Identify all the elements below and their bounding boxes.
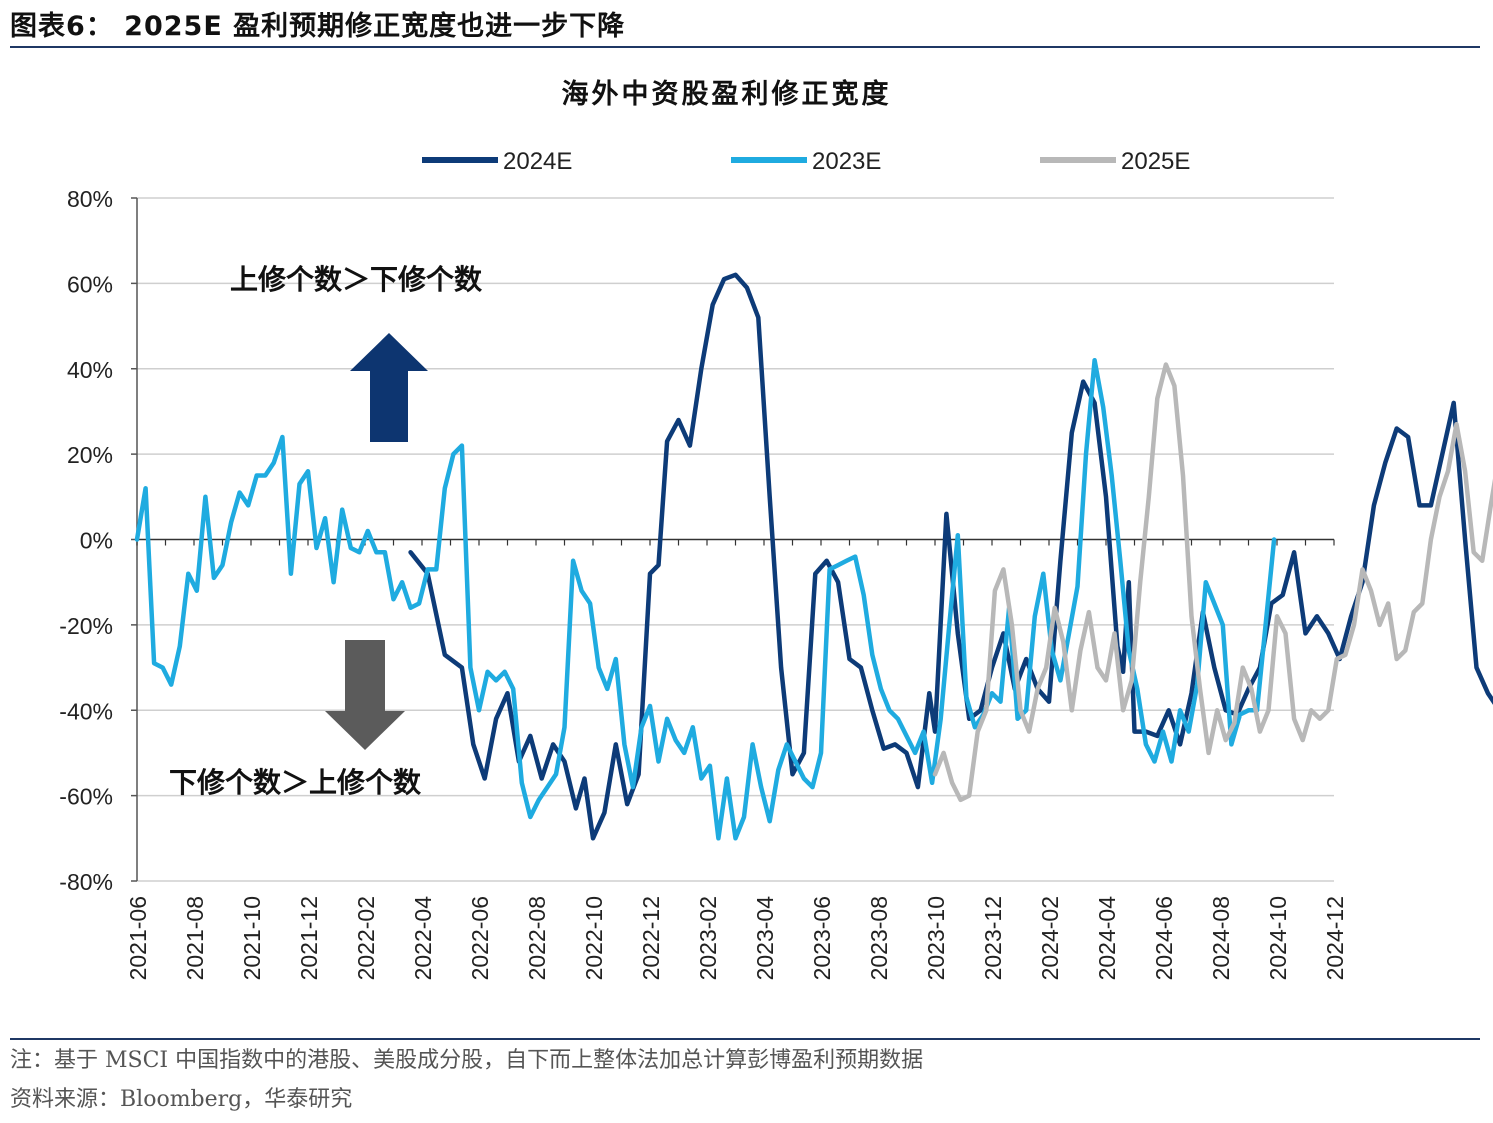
x-tick-label: 2022-02 [353,896,379,980]
x-tick-label: 2023-08 [866,896,892,980]
footer: 注：基于 MSCI 中国指数中的港股、美股成分股，自下而上整体法加总计算彭博盈利… [10,1038,1480,1118]
line-chart: 80% 60% 40% 20% 0% -20% -40% -60% -80% 2021-06 202… [59,148,1493,981]
x-tick-label: 2023-04 [752,896,778,981]
x-tick-label: 2024-06 [1151,896,1177,980]
x-tick-label: 2024-08 [1208,896,1234,980]
y-tick-label: 60% [67,271,113,297]
series-line-2024e [408,272,1493,841]
legend-label: 2024E [503,148,572,175]
y-tick-label: 80% [67,186,113,212]
annotation-label-down: 下修个数＞上修个数 [169,766,422,799]
down-arrow-icon [325,640,405,750]
y-tick-label: 20% [67,442,113,468]
y-tick-label: -20% [59,613,113,639]
x-tick-label: 2023-02 [695,896,721,980]
x-tick-label: 2024-02 [1037,896,1063,980]
x-tick-label: 2021-08 [182,896,208,980]
x-tick-label: 2022-10 [581,896,607,980]
x-tick-label: 2022-06 [467,896,493,980]
y-tick-label: -80% [59,869,113,895]
series-line-2023e [134,357,1277,841]
x-tick-label: 2021-06 [125,896,151,980]
y-tick-label: -40% [59,698,113,724]
x-tick-label: 2024-10 [1265,896,1291,980]
x-tick-label: 2023-12 [980,896,1006,980]
x-tick-label: 2022-08 [524,896,550,980]
chart-title: 海外中资股盈利修正宽度 [561,79,892,110]
x-tick-label: 2021-10 [239,896,265,980]
x-tick-label: 2022-12 [638,896,664,980]
source-text: 资料来源：Bloomberg，华泰研究 [10,1087,353,1112]
x-tick-label: 2023-06 [809,896,835,980]
legend-label: 2025E [1121,148,1190,175]
y-tick-label: 0% [80,528,113,554]
x-tick-label: 2022-04 [410,896,436,981]
y-tick-label: 40% [67,357,113,383]
up-arrow-icon [350,333,428,442]
x-tick-label: 2024-12 [1322,896,1348,980]
figure-header: 图表6： 2025E 盈利预期修正宽度也进一步下降 [10,8,1480,48]
series-line-2025e [932,362,1493,803]
x-tick-label: 2024-04 [1094,896,1120,981]
figure-label: 图表6： 2025E 盈利预期修正宽度也进一步下降 [10,11,626,42]
x-tick-label: 2023-10 [923,896,949,980]
y-tick-label: -60% [59,784,113,810]
legend-label: 2023E [812,148,881,175]
footnote-text: 注：基于 MSCI 中国指数中的港股、美股成分股，自下而上整体法加总计算彭博盈利… [10,1048,924,1073]
x-tick-label: 2021-12 [296,896,322,980]
annotation-label-up: 上修个数＞下修个数 [230,263,483,296]
